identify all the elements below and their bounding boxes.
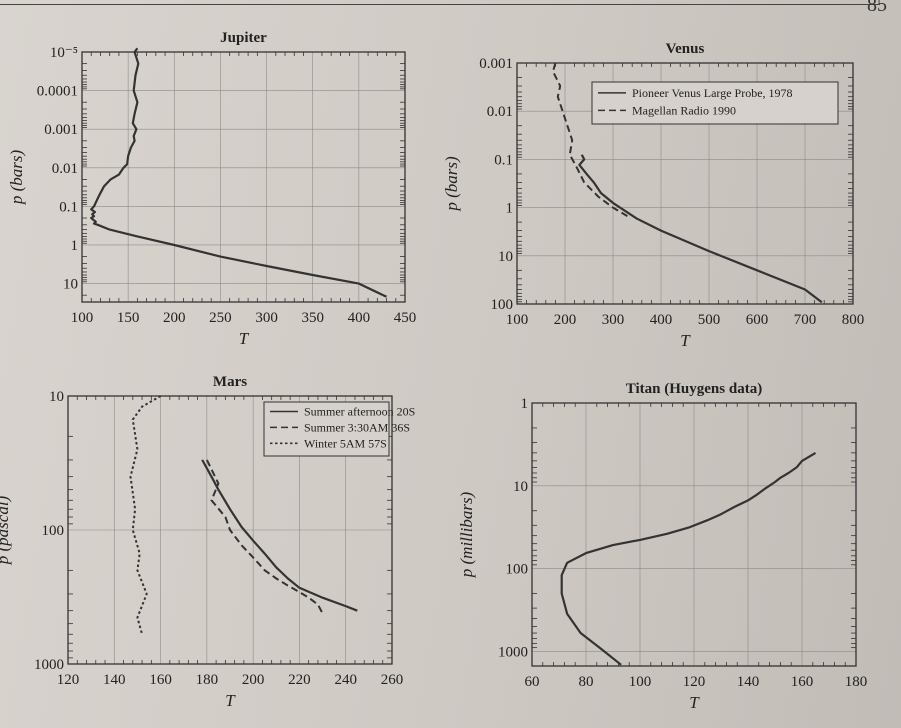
y-axis-label: p (bars) xyxy=(442,156,461,212)
series-line xyxy=(560,451,817,666)
x-axis-label: T xyxy=(239,329,250,348)
y-tick-label: 10 xyxy=(63,277,78,293)
y-tick-label: 10⁻⁵ xyxy=(50,45,78,61)
y-tick-label: 0.0001 xyxy=(37,84,78,100)
x-tick-label: 700 xyxy=(794,312,817,328)
page-number: 85 xyxy=(867,0,887,16)
x-tick-label: 800 xyxy=(842,312,865,328)
series-line xyxy=(578,154,823,304)
x-tick-label: 140 xyxy=(103,672,126,688)
x-tick-label: 100 xyxy=(506,312,529,328)
y-tick-label: 0.001 xyxy=(44,122,78,138)
y-tick-label: 0.1 xyxy=(494,152,513,168)
series-line xyxy=(129,395,162,635)
x-tick-label: 600 xyxy=(746,312,769,328)
x-tick-label: 240 xyxy=(334,672,357,688)
x-tick-label: 500 xyxy=(698,312,721,328)
x-tick-label: 260 xyxy=(381,672,404,688)
y-tick-label: 0.01 xyxy=(487,104,513,120)
x-tick-label: 200 xyxy=(242,672,265,688)
jupiter-chart: 100 150 200 250 300 350 400 450 10⁻⁵ 0.0001 0.001 0… xyxy=(7,30,416,348)
x-tick-label: 140 xyxy=(737,674,760,690)
x-tick-label: 180 xyxy=(845,674,868,690)
venus-chart: 100 200 300 400 500 600 700 800 0.001 0.01 0.1 1 10 1… xyxy=(442,41,864,350)
series-line xyxy=(90,47,387,298)
y-tick-label: 0.1 xyxy=(59,199,78,215)
plot-frame xyxy=(531,402,857,667)
x-tick-label: 60 xyxy=(525,674,540,690)
plot-frame xyxy=(67,395,393,665)
y-tick-label: 1 xyxy=(506,201,514,217)
x-axis-label: T xyxy=(680,331,691,350)
legend-entry: Magellan Radio 1990 xyxy=(632,103,736,117)
x-tick-label: 400 xyxy=(650,312,673,328)
plot-frame xyxy=(516,62,854,305)
x-tick-label: 120 xyxy=(57,672,80,688)
x-tick-label: 250 xyxy=(209,310,232,326)
y-axis-label: p (bars) xyxy=(7,150,26,206)
series-line xyxy=(201,459,358,612)
legend-entry: Summer 3:30AM 36S xyxy=(304,420,410,434)
chart-title: Mars xyxy=(213,374,247,390)
page-rule xyxy=(0,4,880,5)
y-tick-label: 1000 xyxy=(498,644,528,660)
y-tick-label: 10 xyxy=(498,249,513,265)
y-tick-label: 1000 xyxy=(34,657,64,673)
x-tick-label: 160 xyxy=(149,672,172,688)
legend-entry: Winter 5AM 57S xyxy=(304,436,387,450)
mars-chart: 120 140 160 180 200 220 240 260 10 100 1000 Mars Tp … xyxy=(0,374,415,710)
y-axis-label: p (millibars) xyxy=(457,491,476,578)
x-tick-label: 300 xyxy=(602,312,625,328)
y-axis-label: p (pascal) xyxy=(0,495,12,565)
x-tick-label: 450 xyxy=(394,310,417,326)
y-tick-label: 100 xyxy=(506,562,529,578)
x-axis-label: T xyxy=(689,693,700,712)
titan-chart: 60 80 100 120 140 160 180 1 10 100 1000 Titan (Huyg… xyxy=(457,381,867,712)
x-tick-label: 220 xyxy=(288,672,311,688)
chart-title: Jupiter xyxy=(220,30,267,46)
y-tick-label: 10 xyxy=(513,479,528,495)
chart-title: Venus xyxy=(666,41,705,57)
y-tick-label: 0.01 xyxy=(52,161,78,177)
plot-frame xyxy=(81,51,406,303)
x-tick-label: 80 xyxy=(579,674,594,690)
series-line xyxy=(552,62,628,217)
legend-entry: Pioneer Venus Large Probe, 1978 xyxy=(632,86,793,100)
x-tick-label: 200 xyxy=(554,312,577,328)
y-tick-label: 1 xyxy=(71,238,79,254)
x-tick-label: 400 xyxy=(348,310,371,326)
series-line xyxy=(206,459,324,614)
chart-title: Titan (Huygens data) xyxy=(626,381,762,397)
x-tick-label: 200 xyxy=(163,310,186,326)
x-tick-label: 150 xyxy=(117,310,140,326)
y-tick-label: 1 xyxy=(521,396,529,412)
y-tick-label: 0.001 xyxy=(479,56,513,72)
legend: Pioneer Venus Large Probe, 1978 Magellan … xyxy=(591,81,839,125)
x-tick-label: 300 xyxy=(255,310,278,326)
x-tick-label: 100 xyxy=(629,674,652,690)
legend-box xyxy=(591,81,839,125)
y-tick-label: 100 xyxy=(42,523,65,539)
x-tick-label: 160 xyxy=(791,674,814,690)
legend-entry: Summer afternoon 20S xyxy=(304,405,415,419)
x-tick-label: 120 xyxy=(683,674,706,690)
x-tick-label: 350 xyxy=(301,310,324,326)
y-tick-label: 100 xyxy=(491,297,514,313)
x-axis-label: T xyxy=(225,691,236,710)
x-tick-label: 180 xyxy=(196,672,219,688)
y-tick-label: 10 xyxy=(49,389,64,405)
x-tick-label: 100 xyxy=(71,310,94,326)
